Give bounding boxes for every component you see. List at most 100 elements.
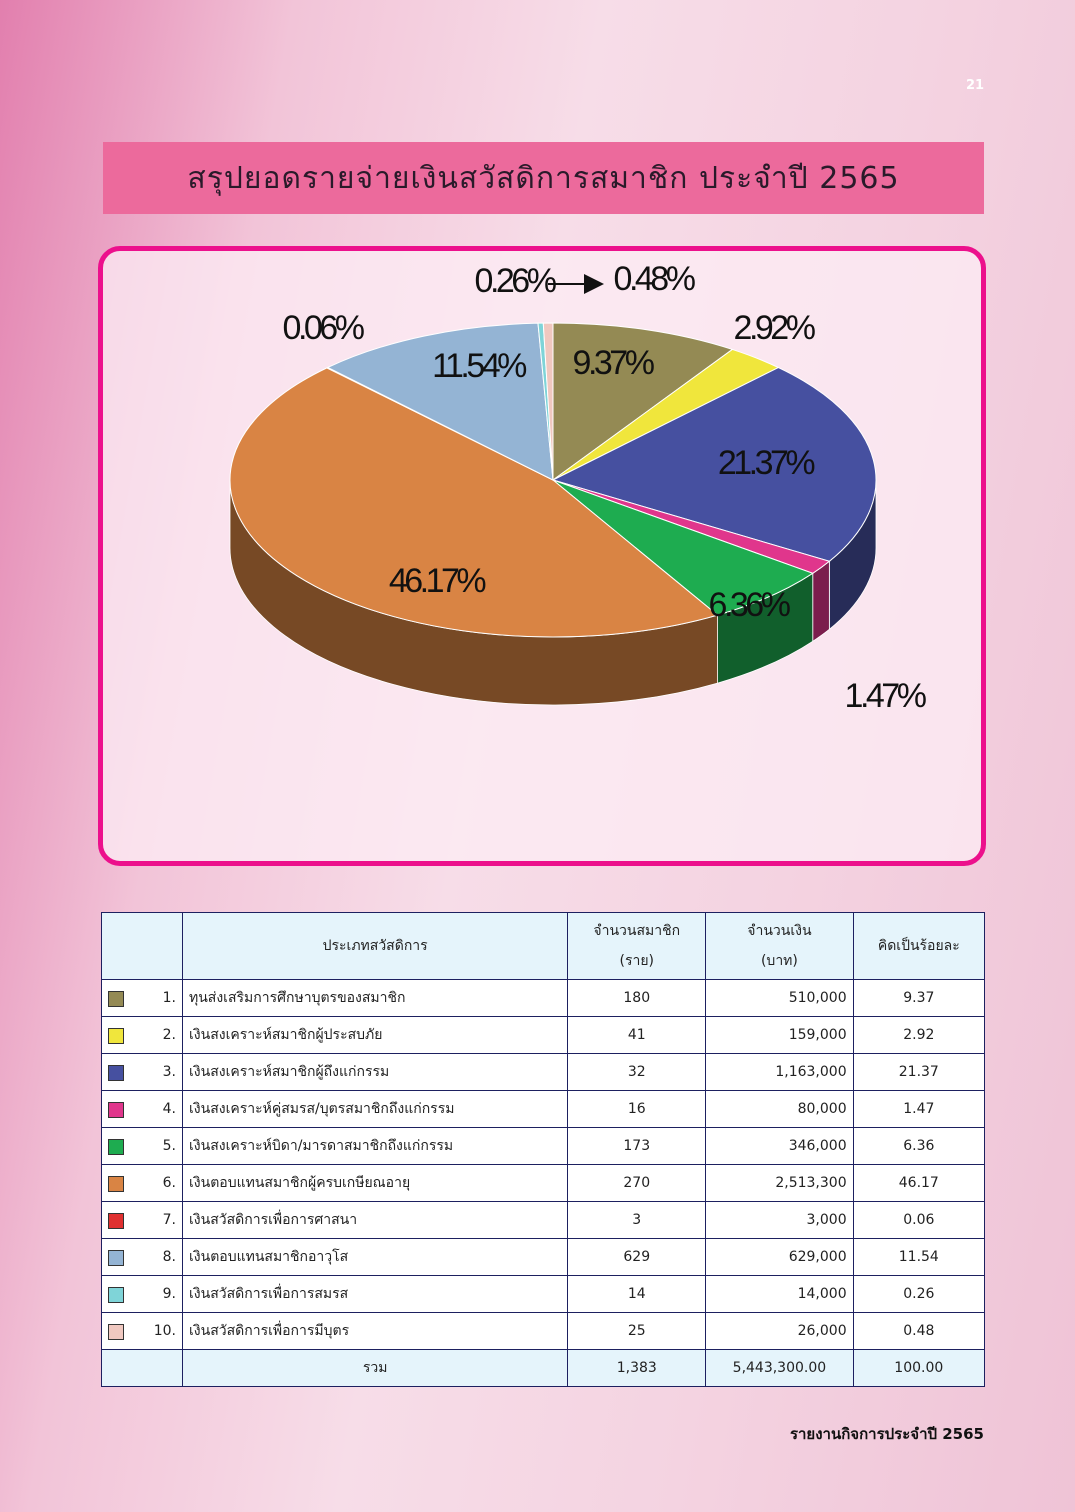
data-label: 21.37%: [718, 444, 816, 482]
table-row: 1. ทุนส่งเสริมการศึกษาบุตรของสมาชิก 180 510…: [101, 979, 986, 1017]
index-cell: 3.: [101, 1053, 183, 1091]
welfare-type: เงินสงเคราะห์บิดา/มารดาสมาชิกถึงแก่กรรม: [181, 1127, 569, 1165]
legend-swatch: [108, 1101, 124, 1118]
index-cell: 6.: [101, 1164, 183, 1202]
amount: 510,000: [705, 979, 854, 1017]
total-cell: รวม: [181, 1349, 569, 1387]
row-number: 10.: [153, 1322, 176, 1339]
row-number: 4.: [162, 1100, 176, 1117]
total-cell: 5,443,300.00: [705, 1349, 854, 1387]
welfare-type: เงินตอบแทนสมาชิกอาวุโส: [181, 1238, 569, 1276]
legend-swatch: [108, 1064, 124, 1081]
pie-slice: [552, 479, 814, 616]
member-count: 16: [567, 1090, 707, 1128]
welfare-type: เงินสวัสดิการเพื่อการศาสนา: [181, 1201, 569, 1239]
row-number: 6.: [162, 1174, 176, 1191]
amount: 1,163,000: [705, 1053, 854, 1091]
member-count: 629: [567, 1238, 707, 1276]
header-cell: ประเภทสวัสดิการ: [181, 912, 569, 980]
legend-swatch: [108, 990, 124, 1007]
data-label: 11.54%: [432, 347, 527, 385]
pie-slice: [326, 322, 554, 481]
row-number: 9.: [162, 1285, 176, 1302]
member-count: 41: [567, 1016, 707, 1054]
legend-swatch: [108, 1249, 124, 1266]
row-number: 3.: [162, 1063, 176, 1080]
row-number: 1.: [162, 989, 176, 1006]
amount: 2,513,300: [705, 1164, 854, 1202]
welfare-type: เงินสวัสดิการเพื่อการมีบุตร: [181, 1312, 569, 1350]
legend-swatch: [108, 1323, 124, 1340]
table-row: 4. เงินสงเคราะห์คู่สมรส/บุตรสมาชิกถึงแก่ก…: [101, 1090, 986, 1128]
percent: 0.26: [852, 1275, 986, 1313]
legend-swatch: [108, 1138, 124, 1155]
total-cell: 1,383: [567, 1349, 707, 1387]
chart: 9.37% 2.92% 21.37% 1.47% 6.36% 46.17% 0.06% 11.…: [229, 260, 930, 715]
index-cell: 2.: [101, 1016, 183, 1054]
member-count: 32: [567, 1053, 707, 1091]
welfare-type: เงินสงเคราะห์สมาชิกผู้ประสบภัย: [181, 1016, 569, 1054]
legend-swatch: [108, 1027, 124, 1044]
header-cell: [101, 912, 183, 980]
table-row: 2. เงินสงเคราะห์สมาชิกผู้ประสบภัย 41 159,00…: [101, 1016, 986, 1054]
row-number: 8.: [162, 1248, 176, 1265]
header-text: (บาท): [760, 953, 798, 969]
percent: 21.37: [852, 1053, 986, 1091]
amount: 159,000: [705, 1016, 854, 1054]
member-count: 173: [567, 1127, 707, 1165]
pie-slice: [542, 322, 554, 481]
table-row: 7. เงินสวัสดิการเพื่อการศาสนา 3 3,000 0.06: [101, 1201, 986, 1239]
row-number: 5.: [162, 1137, 176, 1154]
amount: 14,000: [705, 1275, 854, 1313]
index-cell: 9.: [101, 1275, 183, 1313]
member-count: 3: [567, 1201, 707, 1239]
total-cell: [101, 1349, 183, 1387]
welfare-type: เงินสวัสดิการเพื่อการสมรส: [181, 1275, 569, 1313]
header-cell: จำนวนสมาชิก (ราย): [567, 912, 707, 980]
header-text: ประเภทสวัสดิการ: [322, 938, 428, 954]
data-label: 46.17%: [389, 562, 487, 600]
header-text: (ราย): [619, 953, 655, 969]
member-count: 270: [567, 1164, 707, 1202]
amount: 26,000: [705, 1312, 854, 1350]
title: สรุปยอดรายจ่ายเงินสวัสดิการสมาชิก ประจำป…: [187, 160, 900, 196]
percent: 0.06: [852, 1201, 986, 1239]
header-text: จำนวนเงิน: [747, 923, 812, 939]
title-banner: สรุปยอดรายจ่ายเงินสวัสดิการสมาชิก ประจำป…: [103, 142, 984, 214]
amount: 346,000: [705, 1127, 854, 1165]
row-number: 2.: [162, 1026, 176, 1043]
amount: 3,000: [705, 1201, 854, 1239]
table-row: 6. เงินตอบแทนสมาชิกผู้ครบเกษียณอายุ 270 2,5…: [101, 1164, 986, 1202]
data-label: 0.06%: [283, 309, 365, 347]
table-row: 10. เงินสวัสดิการเพื่อการมีบุตร 25 26,000 0.…: [101, 1312, 986, 1350]
table-row: 8. เงินตอบแทนสมาชิกอาวุโส 629 629,000 11.54: [101, 1238, 986, 1276]
data-label: 6.36%: [709, 586, 791, 624]
data-label: 9.37%: [573, 344, 655, 382]
row-number: 7.: [162, 1211, 176, 1228]
percent: 6.36: [852, 1127, 986, 1165]
index-cell: 8.: [101, 1238, 183, 1276]
percent: 11.54: [852, 1238, 986, 1276]
welfare-type: เงินตอบแทนสมาชิกผู้ครบเกษียณอายุ: [181, 1164, 569, 1202]
amount: 80,000: [705, 1090, 854, 1128]
data-label: 0.48%: [614, 260, 696, 298]
percent: 2.92: [852, 1016, 986, 1054]
pie-slice: [551, 366, 877, 562]
welfare-type: เงินสงเคราะห์คู่สมรส/บุตรสมาชิกถึงแก่กรร…: [181, 1090, 569, 1128]
welfare-table: ประเภทสวัสดิการ จำนวนสมาชิก (ราย) จำนวนเงิน…: [101, 912, 986, 1387]
table-row: 9. เงินสวัสดิการเพื่อการสมรส 14 14,000 0.26: [101, 1275, 986, 1313]
index-cell: 10.: [101, 1312, 183, 1350]
percent: 1.47: [852, 1090, 986, 1128]
pie-slice: [552, 322, 734, 481]
index-cell: 1.: [101, 979, 183, 1017]
index-cell: 5.: [101, 1127, 183, 1165]
member-count: 25: [567, 1312, 707, 1350]
percent: 0.48: [852, 1312, 986, 1350]
index-cell: 4.: [101, 1090, 183, 1128]
index-cell: 7.: [101, 1201, 183, 1239]
amount: 629,000: [705, 1238, 854, 1276]
percent: 9.37: [852, 979, 986, 1017]
footer: รายงานกิจการประจำปี 2565: [789, 1425, 984, 1443]
pie-slice-side: [812, 560, 830, 643]
